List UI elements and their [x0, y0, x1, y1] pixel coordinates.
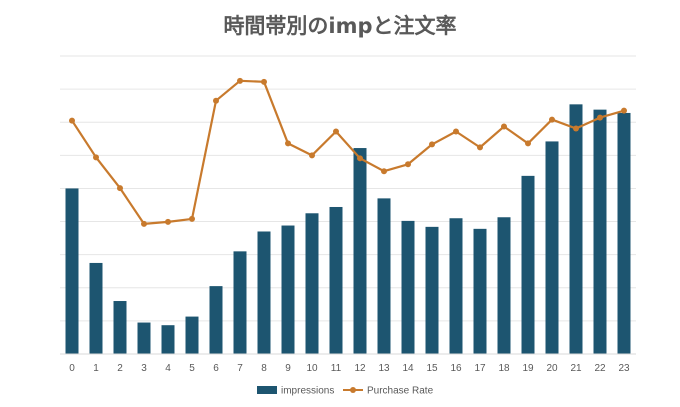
line-point	[285, 140, 291, 147]
line-point	[381, 168, 387, 175]
line-point	[189, 215, 195, 222]
bar	[281, 225, 295, 354]
x-tick-label: 16	[450, 363, 462, 374]
bar	[521, 175, 535, 354]
bar	[425, 226, 439, 354]
bar	[65, 188, 79, 354]
x-tick-label: 17	[474, 363, 486, 374]
x-tick-label: 22	[594, 363, 606, 374]
legend-label-impressions: impressions	[281, 386, 334, 397]
line-point	[597, 114, 603, 121]
line-point	[477, 144, 483, 151]
x-tick-label: 14	[402, 363, 414, 374]
line-point	[501, 123, 507, 130]
x-tick-label: 23	[618, 363, 630, 374]
x-tick-label: 19	[522, 363, 534, 374]
bar	[113, 301, 127, 354]
bar	[617, 112, 631, 354]
bar	[185, 316, 199, 354]
line-point	[117, 185, 123, 192]
x-tick-label: 3	[141, 363, 147, 374]
legend-label-purchase-rate: Purchase Rate	[367, 386, 434, 397]
bar	[209, 286, 223, 354]
x-tick-label: 5	[189, 363, 195, 374]
line-point	[573, 125, 579, 132]
bar	[329, 206, 343, 354]
line-point	[405, 161, 411, 168]
bar-series	[65, 104, 631, 354]
x-tick-label: 8	[261, 363, 267, 374]
line-point	[213, 97, 219, 104]
x-tick-labels: 0 1 2 3 4 5 6 7 8 9 10 11 12 13 14 15 16 17 18 19 20 21 22 23	[69, 363, 630, 374]
line-point	[141, 220, 147, 227]
x-tick-label: 0	[69, 363, 75, 374]
bar	[569, 104, 583, 354]
line-point	[69, 117, 75, 124]
bar	[137, 322, 151, 354]
line-point	[165, 218, 171, 225]
x-tick-label: 15	[426, 363, 438, 374]
legend-marker-purchase-rate	[350, 387, 356, 393]
line-point	[237, 77, 243, 84]
line-point	[621, 107, 627, 114]
legend: impressions Purchase Rate	[257, 386, 434, 397]
line-point	[453, 128, 459, 135]
bar	[257, 231, 271, 354]
legend-swatch-impressions	[257, 386, 277, 394]
bar	[377, 198, 391, 354]
x-tick-label: 1	[93, 363, 99, 374]
chart-title: 時間帯別のimpと注文率	[223, 14, 457, 38]
x-tick-label: 4	[165, 363, 171, 374]
bar	[305, 213, 319, 354]
gridlines	[60, 55, 636, 355]
bar	[473, 228, 487, 354]
line-point	[357, 155, 363, 162]
purchase-rate-line	[71, 79, 625, 225]
x-tick-label: 11	[331, 363, 342, 374]
bar	[449, 218, 463, 354]
bar	[593, 109, 607, 354]
x-tick-label: 21	[570, 363, 582, 374]
x-tick-label: 9	[285, 363, 291, 374]
x-tick-label: 6	[213, 363, 219, 374]
line-point	[549, 116, 555, 123]
bar	[233, 251, 247, 354]
x-tick-label: 7	[237, 363, 243, 374]
x-tick-label: 13	[378, 363, 390, 374]
x-tick-label: 2	[117, 363, 123, 374]
line-point	[309, 152, 315, 159]
bar	[353, 148, 367, 354]
bar	[401, 220, 415, 354]
x-tick-label: 20	[546, 363, 558, 374]
x-tick-label: 12	[354, 363, 366, 374]
line-point	[261, 78, 267, 85]
line-point	[429, 141, 435, 148]
x-tick-label: 10	[306, 363, 318, 374]
bar	[161, 325, 175, 354]
bar	[89, 262, 103, 354]
line-point	[333, 128, 339, 135]
line-point	[93, 154, 99, 161]
line-point	[525, 140, 531, 147]
line-series	[69, 77, 627, 227]
x-tick-label: 18	[498, 363, 510, 374]
bar	[497, 217, 511, 354]
bar	[545, 141, 559, 354]
